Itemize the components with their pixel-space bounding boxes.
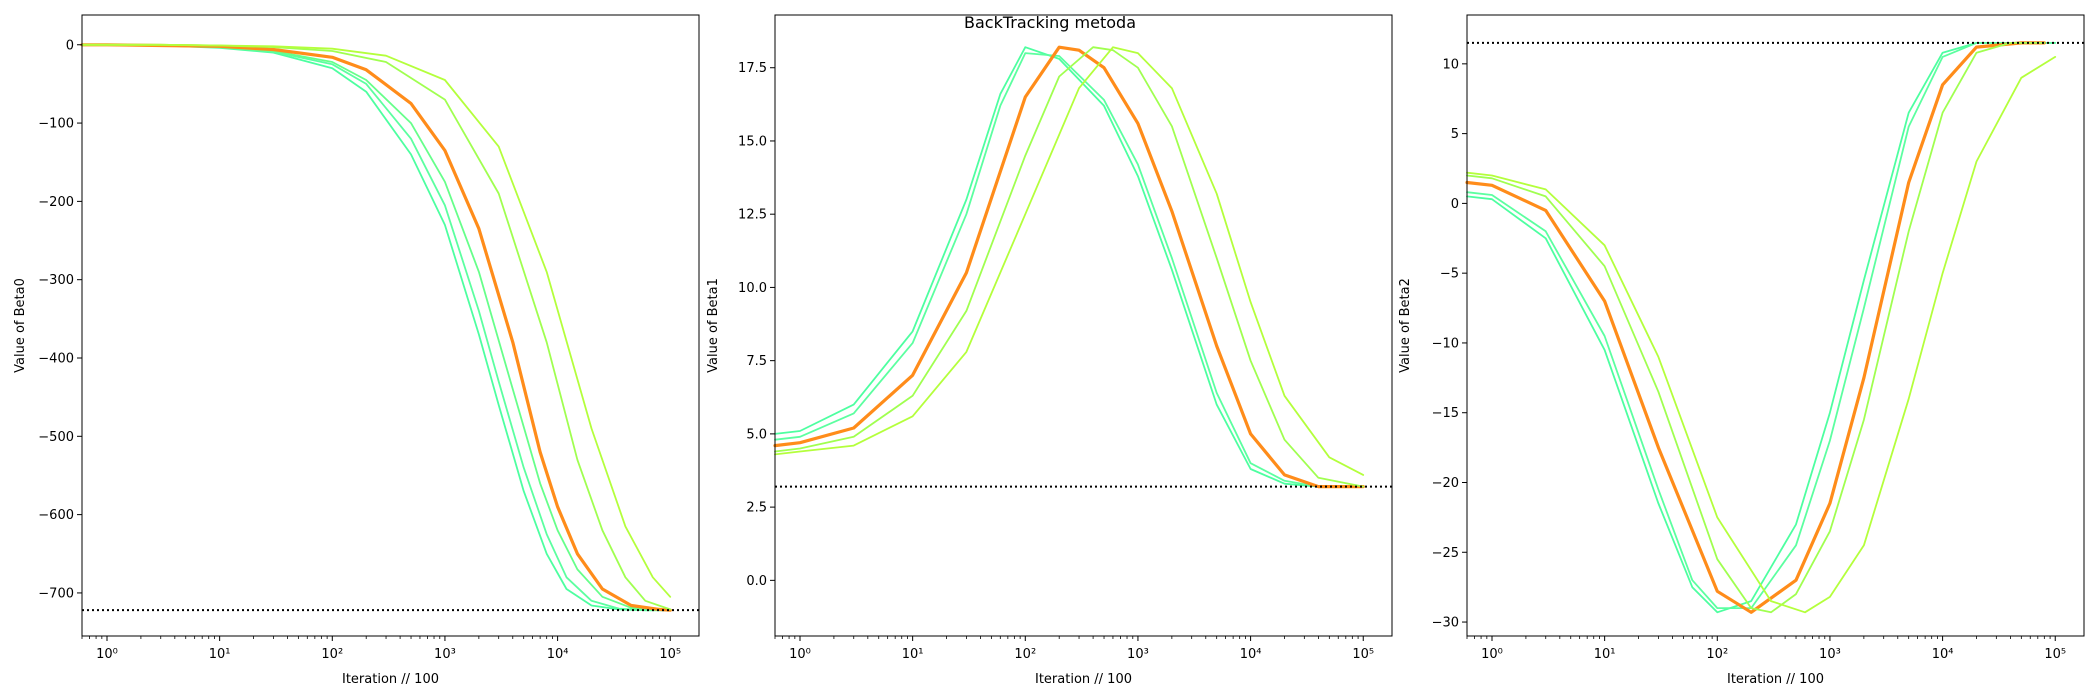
chart-panel-2: 10⁰ 10¹ 10² 10³ 10⁴ 10⁵ 0.0 2.5 5.0 7.5 10.0 12.5 15… (706, 14, 1393, 687)
chart-2-x-tick-label: 10⁵ (1352, 647, 1374, 662)
chart-2-x-tick-label: 10⁰ (789, 647, 811, 662)
chart-1-y-tick-label: −300 (38, 273, 74, 288)
chart-panel-1: 10⁰ 10¹ 10² 10³ 10⁴ 10⁵ 0 −100 −200 −300 −400 −500 −… (13, 14, 700, 687)
chart-2-series-line-4 (774, 46, 1365, 488)
chart-3-series-line-5 (1466, 56, 2057, 614)
chart-3-x-tick-label: 10¹ (1594, 647, 1616, 662)
chart-3-x-tick-label: 10³ (1819, 647, 1841, 662)
chart-1-x-axis-label: Iteration // 100 (342, 672, 439, 687)
chart-1-x-tick-label: 10¹ (209, 647, 231, 662)
chart-1-y-tick-label: −700 (38, 586, 74, 601)
chart-1-axes-frame (81, 14, 700, 637)
chart-1-x-tick-label: 10⁰ (96, 647, 118, 662)
chart-3-x-tick-label: 10⁵ (2044, 647, 2066, 662)
chart-2-y-tick-label: 10.0 (738, 281, 767, 296)
chart-3-series-line-1 (1466, 42, 2057, 614)
chart-1-y-tick-label: −400 (38, 351, 74, 366)
chart-3-y-tick-label: −25 (1432, 546, 1459, 561)
chart-3-y-tick-label: −20 (1432, 476, 1459, 491)
chart-3-series-line-4 (1466, 42, 2046, 614)
chart-1-y-tick-label: −100 (38, 117, 74, 132)
chart-1-x-tick-label: 10² (321, 647, 343, 662)
chart-panel-3: 10⁰ 10¹ 10² 10³ 10⁴ 10⁵ 10 5 0 −5 −10 −15 −20 −25 −30 I… (1398, 14, 2085, 687)
chart-2-y-tick-label: 17.5 (738, 61, 767, 76)
chart-2-axes-frame (774, 14, 1393, 637)
chart-3-x-tick-label: 10⁰ (1481, 647, 1503, 662)
chart-1-x-tick-label: 10³ (434, 647, 456, 662)
chart-1-y-tick-label: −500 (38, 430, 74, 445)
chart-2-y-axis-label: Value of Beta1 (706, 278, 721, 373)
chart-2-x-tick-label: 10³ (1127, 647, 1149, 662)
chart-3-x-tick-label: 10⁴ (1932, 647, 1954, 662)
chart-1-series-line-6 (81, 43, 672, 598)
chart-2-series-line-1 (774, 46, 1365, 488)
figure-title: BackTracking metoda (964, 13, 1136, 32)
chart-2-y-tick-label: 0.0 (746, 574, 767, 589)
chart-2-x-tick-label: 10¹ (902, 647, 924, 662)
chart-2-x-axis-label: Iteration // 100 (1035, 672, 1132, 687)
chart-2-x-tick-label: 10⁴ (1240, 647, 1262, 662)
chart-3-y-tick-label: −15 (1432, 406, 1459, 421)
chart-1-y-tick-label: −200 (38, 195, 74, 210)
chart-2-y-tick-label: 12.5 (738, 208, 767, 223)
chart-2-series-line-3 (773, 45, 1365, 489)
chart-3-series-line-2 (1466, 42, 2057, 609)
chart-2-series-line-5 (774, 46, 1365, 476)
chart-2-x-tick-label: 10² (1014, 647, 1036, 662)
chart-3-y-axis-label: Value of Beta2 (1398, 278, 1413, 373)
chart-2-y-tick-label: 7.5 (746, 354, 767, 369)
chart-3-series-line-3 (1465, 41, 2046, 614)
chart-1-x-tick-label: 10⁴ (547, 647, 569, 662)
chart-1-y-tick-label: 0 (66, 38, 74, 53)
chart-3-axes-frame (1466, 14, 2085, 637)
chart-3-y-tick-label: −30 (1432, 616, 1459, 631)
chart-1-y-tick-label: −600 (38, 508, 74, 523)
chart-3-x-tick-label: 10² (1706, 647, 1728, 662)
chart-3-y-tick-label: −5 (1440, 267, 1459, 282)
chart-2-y-tick-label: 2.5 (746, 501, 767, 516)
chart-2-series-line-2 (774, 52, 1365, 488)
chart-2-y-tick-label: 15.0 (738, 134, 767, 149)
chart-3-x-axis-label: Iteration // 100 (1727, 672, 1824, 687)
chart-1-y-axis-label: Value of Beta0 (13, 278, 28, 373)
chart-3-y-tick-label: −10 (1432, 336, 1459, 351)
chart-3-y-tick-label: 5 (1451, 127, 1459, 142)
chart-1-x-tick-label: 10⁵ (659, 647, 681, 662)
chart-2-y-tick-label: 5.0 (746, 427, 767, 442)
chart-3-y-tick-label: 10 (1442, 57, 1459, 72)
chart-3-y-tick-label: 0 (1451, 197, 1459, 212)
